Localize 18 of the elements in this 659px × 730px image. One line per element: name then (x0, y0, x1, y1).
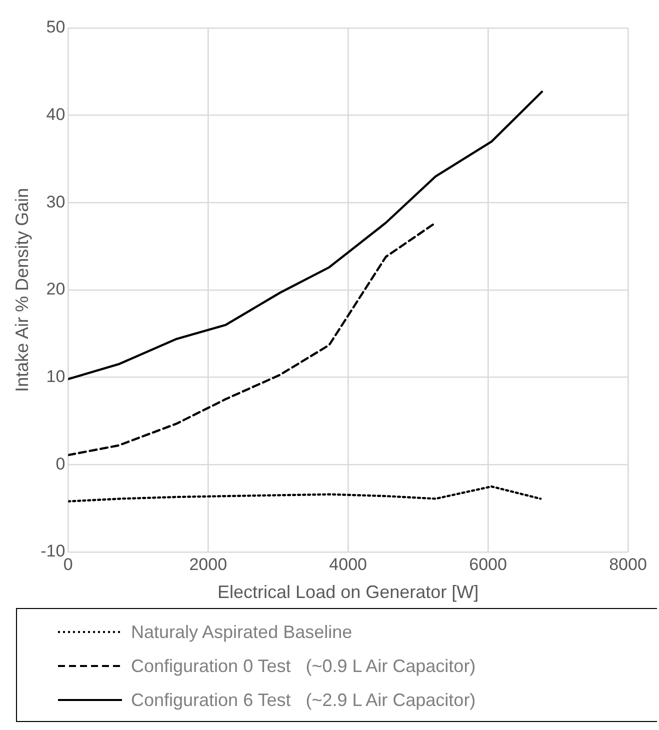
x-axis-title: Electrical Load on Generator [W] (218, 582, 479, 602)
legend-label: Naturaly Aspirated Baseline (131, 622, 352, 642)
x-tick-label: 6000 (469, 554, 507, 574)
legend-label: Configuration 6 Test (~2.9 L Air Capacitor) (131, 690, 476, 710)
line-series (68, 485, 542, 502)
y-tick-label: 0 (56, 454, 66, 474)
y-tick-label: 20 (46, 280, 66, 299)
x-tick-label: 2000 (189, 554, 228, 574)
y-tick-label: 40 (46, 105, 66, 124)
legend-label: Configuration 0 Test (~0.9 L Air Capacitor) (131, 656, 476, 676)
y-tick-label: 50 (46, 18, 66, 37)
x-tick-label: 8000 (609, 554, 647, 574)
y-axis-title: Intake Air % Density Gain (12, 188, 32, 392)
line-series (68, 222, 437, 456)
y-tick-label: -10 (40, 542, 66, 561)
y-tick-label: 30 (46, 192, 66, 212)
x-tick-label: 4000 (329, 554, 367, 574)
y-tick-label: 10 (46, 367, 66, 386)
